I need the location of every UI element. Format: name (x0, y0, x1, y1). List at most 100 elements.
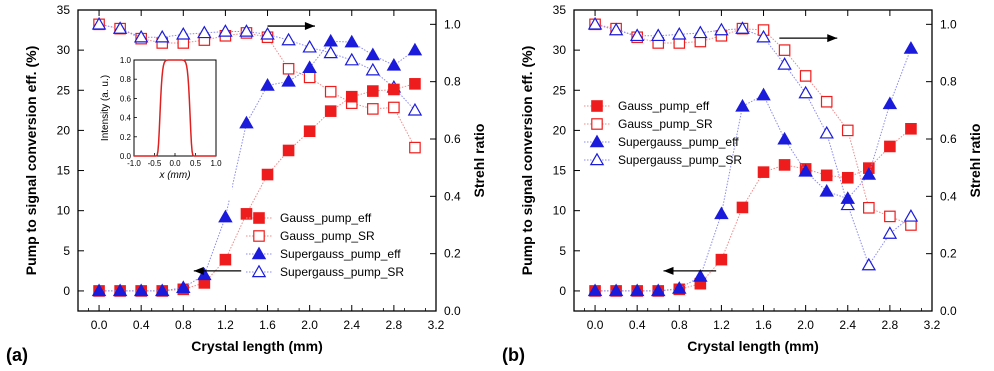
data-point (239, 24, 254, 37)
data-point (903, 208, 919, 222)
arrow-left-head (193, 266, 204, 275)
data-point (840, 197, 855, 211)
data-point (715, 253, 728, 266)
legend-marker (589, 134, 605, 148)
inset-intensity-curve (134, 59, 216, 157)
data-point (323, 45, 338, 59)
y-right-tick-label: 0.0 (444, 304, 461, 318)
inset-y-tick-label: 1.0 (120, 56, 132, 65)
y-left-tick-label: 20 (57, 123, 71, 137)
legend-marker (591, 118, 603, 130)
data-point (799, 70, 812, 82)
data-point (281, 74, 296, 87)
data-point (777, 131, 792, 145)
data-point (693, 25, 708, 39)
data-point (693, 269, 708, 282)
legend: Gauss_pump_eff Gauss_pump_SR Supergauss_pu… (246, 211, 404, 279)
panel-a: 0.0 0.4 0.8 1.2 1.6 2.0 2.4 2.8 3.2 0 5 10 15 20 25 30 3… (6, 3, 487, 365)
data-point (756, 29, 771, 43)
data-point (365, 62, 381, 76)
data-point (861, 167, 877, 180)
data-point (884, 210, 896, 223)
data-point (155, 29, 170, 43)
legend-marker (591, 100, 603, 112)
x-axis-label: Crystal length (mm) (687, 338, 818, 354)
legend-marker (589, 152, 605, 166)
data-point (344, 34, 359, 48)
data-point (905, 122, 917, 135)
data-point (714, 22, 729, 36)
x-tick-label: 2.8 (386, 318, 403, 332)
data-point (409, 141, 421, 154)
y-left-tick-label: 0 (63, 284, 70, 298)
inset-x-label: x (mm) (158, 170, 190, 181)
inset-background (90, 54, 232, 200)
series-line (595, 48, 912, 292)
x-tick-label: 1.6 (755, 318, 772, 332)
x-tick-label: 2.4 (839, 318, 856, 332)
y-right-axis-label: Strehl ratio (471, 124, 487, 198)
y-right-tick-label: 0.2 (940, 247, 957, 261)
legend-label: Supergauss_pump_eff (618, 135, 739, 149)
x-tick-label: 1.2 (713, 318, 730, 332)
data-point (261, 168, 274, 181)
data-point (176, 26, 191, 40)
data-point (778, 44, 791, 56)
data-point (218, 209, 233, 223)
data-point (820, 95, 833, 108)
inset-y-tick-label: 0.6 (120, 94, 132, 103)
y-left-tick-label: 15 (57, 164, 71, 178)
x-axis-label: Crystal length (mm) (191, 338, 322, 354)
data-point (840, 191, 855, 204)
data-point (260, 78, 275, 91)
y-left-tick-label: 0 (559, 284, 566, 298)
data-point (240, 208, 253, 220)
series-line (99, 40, 416, 292)
data-point (861, 257, 877, 271)
x-tick-label: 3.2 (428, 318, 445, 332)
inset-x-tick-label: 0.0 (169, 159, 181, 168)
legend-marker (251, 246, 267, 260)
y-right-tick-label: 0.8 (444, 75, 461, 89)
y-left-tick-label: 20 (553, 123, 567, 137)
inset-y-tick-label: 0.2 (120, 133, 132, 142)
data-point (239, 115, 254, 129)
y-left-tick-label: 5 (63, 244, 70, 258)
data-point (798, 163, 813, 177)
data-point (884, 140, 896, 153)
y-right-tick-label: 1.0 (940, 17, 957, 31)
data-point (672, 281, 687, 294)
series-line (594, 23, 912, 226)
y-left-tick-label: 35 (553, 3, 567, 17)
data-point (735, 21, 750, 34)
data-point (302, 60, 317, 74)
inset-y-tick-label: 0.8 (120, 75, 132, 84)
y-left-tick-label: 30 (57, 43, 71, 57)
y-right-tick-label: 0.8 (940, 75, 957, 89)
data-point (651, 28, 666, 42)
panel-label: (b) (502, 345, 525, 365)
panel-label: (a) (6, 345, 28, 365)
data-point (302, 39, 317, 53)
x-tick-label: 0.4 (629, 318, 646, 332)
data-point (155, 283, 170, 297)
data-point (112, 283, 128, 297)
x-tick-label: 0.0 (587, 318, 604, 332)
data-point (344, 52, 359, 66)
data-point (820, 169, 833, 182)
x-tick-label: 0.0 (91, 318, 108, 332)
series-Supergauss_pump_SR (91, 16, 423, 116)
data-point (407, 42, 423, 56)
y-left-tick-label: 15 (553, 164, 567, 178)
y-right-tick-label: 0.0 (940, 304, 957, 318)
data-point (672, 26, 687, 40)
data-point (386, 57, 402, 71)
data-point (882, 226, 898, 239)
data-point (777, 57, 792, 70)
legend-label: Supergauss_pump_SR (618, 153, 742, 167)
x-tick-label: 0.4 (133, 318, 150, 332)
x-tick-label: 1.2 (217, 318, 234, 332)
data-point (819, 183, 834, 197)
data-point (407, 102, 423, 116)
panel-b: 0.0 0.4 0.8 1.2 1.6 2.0 2.4 2.8 3.2 0 5 10 15 20 25 30 3… (502, 3, 983, 365)
